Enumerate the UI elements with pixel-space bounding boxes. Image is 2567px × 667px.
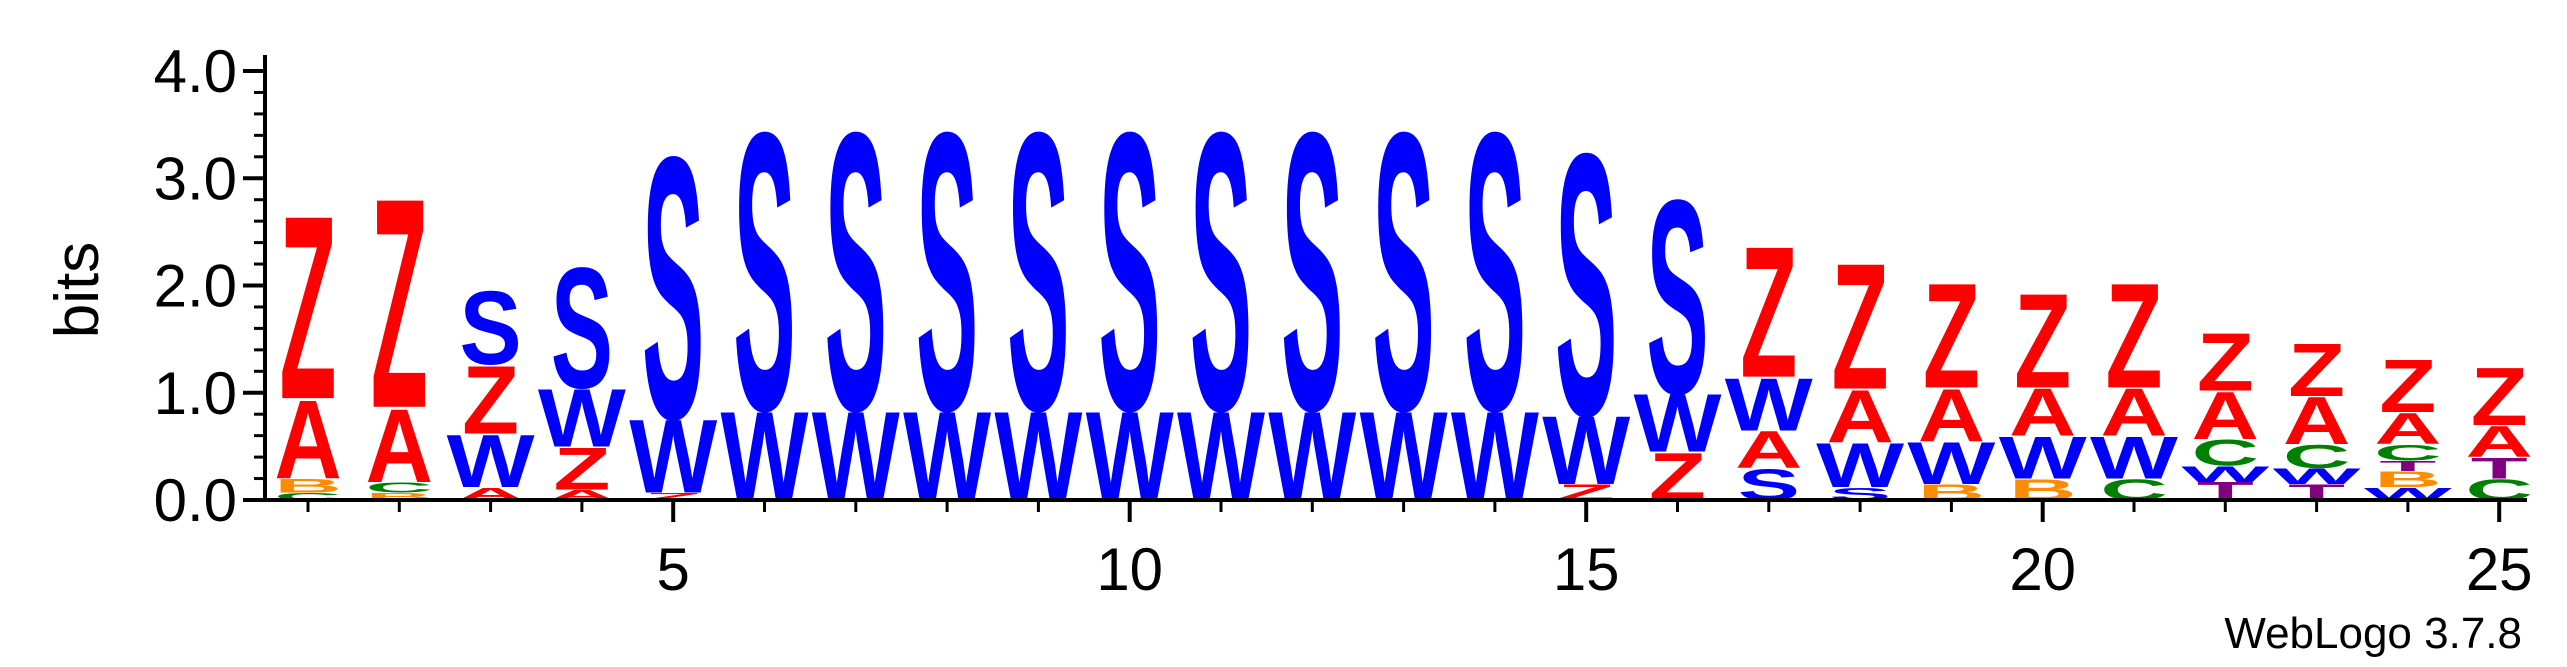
logo-letter-s: S [1464, 51, 1526, 494]
logo-letter-s: S [1373, 51, 1435, 494]
logo-letter-a: A [366, 388, 433, 505]
logo-letter-c: C [2192, 432, 2259, 474]
logo-letter-z: Z [2288, 328, 2345, 412]
logo-letter-s: S [551, 233, 613, 425]
logo-letter-s: S [1646, 142, 1708, 452]
x-tick-label: 25 [2466, 536, 2533, 603]
logo-letter-w: W [1725, 362, 1813, 446]
y-tick-label: 1.0 [154, 360, 237, 427]
logo-letter-a: A [2374, 404, 2441, 454]
logo-letter-w: W [1999, 424, 2087, 491]
logo-letter-s: S [460, 270, 522, 387]
y-ticks: 0.0 1.0 2.0 3.0 4.0 [154, 38, 265, 534]
logo-letter-a: A [1826, 374, 1893, 458]
credit-label: WebLogo 3.7.8 [2224, 609, 2522, 658]
y-tick-label: 4.0 [154, 38, 237, 105]
logo-letter-c: C [2283, 438, 2350, 475]
logo-letter-s: S [1190, 51, 1252, 494]
logo-letter-a: A [2283, 384, 2350, 459]
logo-letter-w: W [538, 371, 626, 464]
logo-letter-w: W [2090, 424, 2178, 491]
axes: 0.0 1.0 2.0 3.0 4.0 5 10 15 20 25 [154, 38, 2533, 603]
logo-letter-z: Z [2106, 253, 2163, 420]
logo-letter-z: Z [1832, 227, 1889, 428]
logo-letter-a: A [2100, 375, 2167, 450]
logo-letter-w: W [1816, 430, 1904, 500]
y-tick-label: 3.0 [154, 145, 237, 212]
logo-letter-z: Z [2471, 350, 2528, 443]
y-tick-label: 2.0 [154, 253, 237, 320]
logo-letter-a: A [2466, 417, 2533, 467]
logo-letter-t: T [2471, 451, 2528, 485]
logo-letter-s: S [642, 78, 704, 497]
logo-letter-a: A [1735, 421, 1802, 479]
logo-letter-w: W [447, 419, 535, 503]
logo-letter-c: C [274, 491, 341, 503]
logo-letter-b: B [2374, 467, 2441, 492]
x-tick-label: 5 [657, 536, 690, 603]
logo-letter-s: S [1007, 51, 1069, 494]
logo-letter-a: A [1918, 373, 1985, 457]
x-tick-label: 10 [1096, 536, 1163, 603]
logo-letter-t: T [2379, 458, 2436, 475]
logo-letter-b: B [366, 491, 433, 503]
logo-letter-z: Z [1740, 208, 1797, 417]
x-tick-label: 20 [2009, 536, 2076, 603]
logo-letter-a: A [274, 377, 341, 502]
logo-letter-z: Z [2197, 316, 2254, 409]
logo-letter-z: Z [371, 137, 428, 472]
logo-letter-s: S [1099, 51, 1161, 494]
logo-letter-s: S [1555, 75, 1617, 494]
logo-letter-z: Z [2379, 344, 2436, 428]
logo-letter-s: S [825, 51, 887, 494]
logo-letter-w: W [2181, 462, 2269, 487]
logo-letter-s: S [1281, 51, 1343, 494]
logo-letter-z: Z [553, 435, 610, 502]
logo-letter-z: Z [1923, 253, 1980, 420]
y-tick-label: 0.0 [154, 467, 237, 534]
logo-letter-z: Z [2014, 265, 2071, 416]
logo-letter-z: Z [645, 491, 702, 503]
logo-letter-c: C [366, 479, 433, 496]
logo-letter-w: W [1907, 430, 1995, 497]
logo-letter-a: A [2009, 375, 2076, 450]
logo-letter-w: W [1634, 377, 1722, 470]
logo-letter-w: W [629, 398, 717, 515]
logo-letter-s: S [733, 51, 795, 494]
logo-letter-w: W [2273, 464, 2361, 489]
logo-letter-s: S [916, 51, 978, 494]
logo-letter-z: Z [462, 347, 519, 455]
y-axis-label: bits [43, 242, 112, 338]
logo-letter-z: Z [280, 161, 337, 454]
x-tick-label: 15 [1553, 536, 1620, 603]
x-ticks: 5 10 15 20 25 [306, 500, 2533, 603]
logo-letter-a: A [2192, 378, 2259, 453]
logo-letter-c: C [2374, 440, 2441, 465]
logo-letter-w: W [1542, 397, 1630, 505]
logo-letter-b: B [274, 475, 341, 497]
